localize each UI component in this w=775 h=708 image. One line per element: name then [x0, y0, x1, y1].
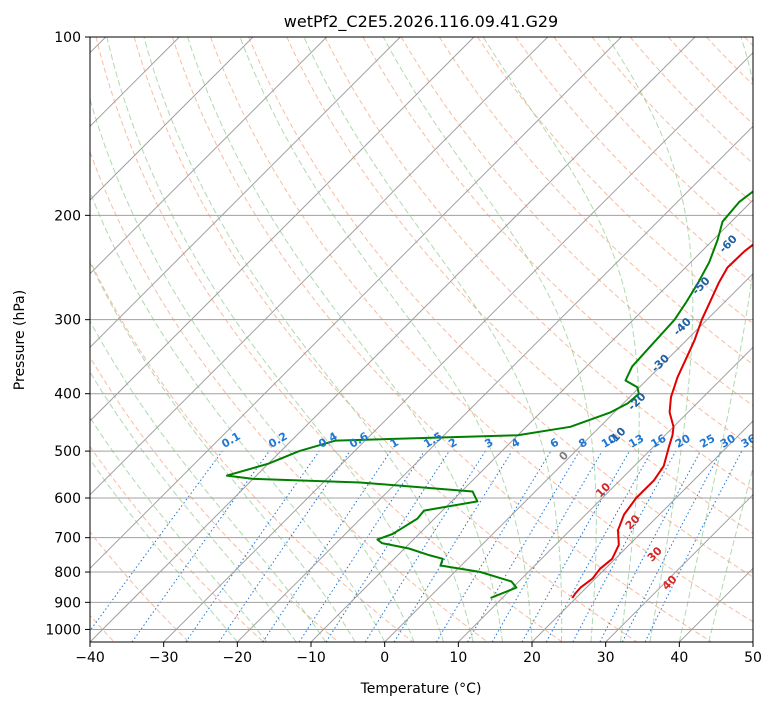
x-tick-label: −30 — [149, 650, 179, 666]
mixing-ratio-line — [218, 450, 351, 642]
isotherm — [531, 420, 753, 642]
mixing-ratio-line — [90, 450, 223, 632]
isotherm — [457, 346, 753, 642]
isotherm — [90, 37, 254, 201]
plot-frame — [89, 36, 754, 643]
x-tick-label: −40 — [75, 650, 105, 666]
chart-title: wetPf2_C2E5.2026.116.09.41.G29 — [284, 12, 558, 32]
moist-adiabat — [382, 37, 597, 642]
x-tick-label: −10 — [296, 650, 326, 666]
isotherm — [90, 37, 328, 275]
dry-adiabat — [248, 37, 753, 578]
mixing-ratio-line — [545, 450, 653, 642]
x-axis-label: Temperature (°C) — [360, 681, 482, 697]
y-tick-label: 400 — [54, 387, 81, 403]
moist-adiabat — [90, 458, 238, 642]
dry-adiabat — [95, 37, 563, 642]
dry-adiabat — [438, 37, 753, 366]
moist-adiabat — [90, 190, 386, 642]
x-tick-label: 0 — [380, 650, 389, 666]
moist-adiabat — [607, 37, 694, 642]
y-axis-label: Pressure (hPa) — [12, 290, 28, 390]
moist-adiabat — [90, 261, 356, 642]
mixing-ratio-line — [185, 450, 320, 642]
mixing-ratio-line — [572, 450, 677, 642]
dry-adiabat — [171, 37, 712, 642]
y-tick-label: 1000 — [45, 622, 81, 638]
mixing-ratio-line — [393, 450, 513, 642]
moist-adiabat — [187, 37, 503, 642]
mixing-ratio-line — [325, 450, 450, 642]
mixing-ratio-line — [262, 450, 392, 642]
y-tick-label: 300 — [54, 313, 81, 329]
dry-adiabat — [90, 259, 414, 642]
moist-adiabat — [239, 37, 533, 642]
moist-adiabat — [143, 37, 474, 642]
dry-adiabat — [133, 37, 638, 642]
dry-adiabat — [553, 37, 753, 244]
mixing-ratio-label: 36 — [739, 432, 759, 451]
dry-adiabat — [90, 356, 339, 642]
x-tick-label: 10 — [449, 650, 467, 666]
isotherm — [90, 37, 622, 570]
y-tick-label: 100 — [54, 30, 81, 46]
dry-adiabat — [210, 37, 753, 623]
moist-adiabat — [678, 37, 753, 642]
dry-adiabat — [90, 445, 264, 642]
moist-adiabat — [106, 37, 445, 642]
isotherm — [163, 51, 753, 642]
dry-adiabat — [400, 37, 753, 407]
y-tick-label: 800 — [54, 565, 81, 581]
isotherm — [90, 37, 549, 496]
isotherm — [236, 125, 753, 642]
moist-adiabat — [90, 370, 297, 642]
y-tick-label: 200 — [54, 208, 81, 224]
moist-adiabat — [303, 37, 563, 642]
isotherm — [90, 37, 401, 349]
dry-adiabat — [324, 37, 753, 491]
moist-adiabat — [482, 37, 640, 642]
dry-adiabat — [629, 37, 753, 165]
mixing-ratio-line — [298, 450, 425, 642]
isotherm — [384, 272, 753, 642]
dewpoint-profile — [225, 190, 753, 599]
y-tick-label: 700 — [54, 531, 81, 547]
mixing-ratio-line — [521, 450, 630, 642]
dry-adiabat — [286, 37, 753, 534]
mixing-ratio-line — [131, 450, 270, 642]
x-tick-label: 40 — [670, 650, 688, 666]
isotherm — [90, 37, 696, 642]
x-tick-label: 50 — [744, 650, 762, 666]
isotherm — [90, 37, 475, 422]
isotherm — [310, 199, 753, 642]
y-tick-label: 900 — [54, 595, 81, 611]
mixing-ratio-line — [644, 450, 743, 642]
y-tick-label: 600 — [54, 491, 81, 507]
x-tick-label: 20 — [523, 650, 541, 666]
x-tick-label: −20 — [223, 650, 253, 666]
y-tick-label: 500 — [54, 444, 81, 460]
isotherm — [605, 493, 753, 642]
temperature-profile — [571, 243, 753, 599]
dry-adiabat — [515, 37, 753, 284]
x-tick-label: 30 — [597, 650, 615, 666]
moist-adiabat — [90, 416, 268, 642]
